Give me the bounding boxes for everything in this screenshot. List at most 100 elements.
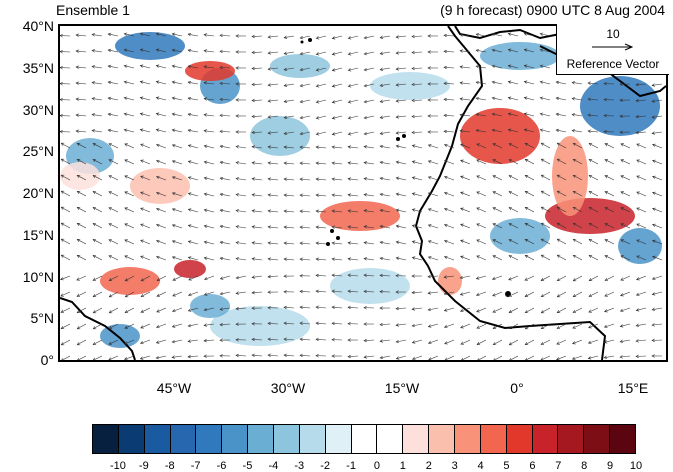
wind-vector [252, 100, 262, 101]
island [336, 236, 340, 240]
wind-vector [252, 68, 262, 69]
lon-tick-label: 45°W [157, 380, 191, 396]
colorbar-tick-label: -3 [294, 460, 304, 472]
lat-tick-label: 30°N [4, 102, 54, 118]
wind-vector [477, 356, 486, 360]
colorbar-tick-label: 10 [630, 460, 642, 472]
colorbar-tick-label: -9 [139, 460, 149, 472]
reference-vector-label: Reference Vector [557, 57, 669, 71]
colorbar-box [274, 425, 300, 453]
shaded-region [580, 76, 660, 136]
wind-vector [412, 68, 422, 69]
colorbar-box [584, 425, 610, 453]
wind-vector [316, 275, 326, 276]
wind-vector [509, 356, 518, 360]
colorbar-box [481, 425, 507, 453]
lat-tick-label: 25°N [4, 143, 54, 159]
reference-vector-box: 10 Reference Vector [556, 24, 669, 75]
colorbar-tick-label: -1 [346, 460, 356, 472]
wind-vector [252, 52, 262, 53]
colorbar-box [171, 425, 197, 453]
lon-tick-label: 15°W [385, 380, 419, 396]
reference-vector-value: 10 [557, 27, 669, 41]
colorbar-box [377, 425, 403, 453]
lon-tick-label: 15°E [618, 380, 649, 396]
plot-title-left: Ensemble 1 [56, 2, 130, 18]
shaded-region [438, 267, 462, 295]
wind-vector [412, 52, 422, 53]
wind-vector [412, 100, 422, 101]
island [396, 137, 400, 141]
wind-vector [364, 340, 374, 341]
lat-tick-label: 40°N [4, 18, 54, 34]
wind-vector [252, 116, 262, 117]
lat-tick-label: 35°N [4, 60, 54, 76]
wind-vector [444, 131, 454, 132]
shaded-region [270, 54, 330, 78]
wind-vector [300, 291, 310, 292]
colorbar-tick-label: 5 [503, 460, 509, 472]
lat-tick-label: 20°N [4, 185, 54, 201]
colorbar-box [145, 425, 171, 453]
island [330, 229, 334, 233]
colorbar-tick-label: -10 [110, 460, 126, 472]
shaded-region [100, 267, 160, 295]
wind-vector [61, 356, 70, 360]
lon-tick-label: 30°W [271, 380, 305, 396]
colorbar-box [558, 425, 584, 453]
island [301, 41, 304, 44]
wind-vector [444, 67, 454, 68]
plot-title-right: (9 h forecast) 0900 UTC 8 Aug 2004 [440, 2, 665, 18]
island [402, 134, 406, 138]
colorbar-tick-label: 6 [529, 460, 535, 472]
colorbar-box [119, 425, 145, 453]
wind-vector [444, 115, 454, 116]
colorbar-box [248, 425, 274, 453]
colorbar-box [507, 425, 533, 453]
wind-vector [380, 324, 390, 325]
wind-vector [428, 276, 438, 277]
colorbar-box [455, 425, 481, 453]
colorbar-tick-label: 4 [478, 460, 484, 472]
wind-vector [444, 35, 454, 36]
wind-vector [525, 356, 534, 360]
shaded-region [115, 32, 185, 60]
colorbar-box [93, 425, 119, 453]
colorbar-tick-label: 7 [555, 460, 561, 472]
colorbar-tick-label: 9 [607, 460, 613, 472]
colorbar-tick-label: -2 [320, 460, 330, 472]
wind-vector [284, 307, 294, 308]
lat-tick-label: 10°N [4, 269, 54, 285]
island [326, 242, 330, 246]
colorbar-box [196, 425, 222, 453]
colorbar [92, 424, 636, 454]
wind-vector [77, 356, 86, 360]
colorbar-box [403, 425, 429, 453]
colorbar-tick-label: 8 [581, 460, 587, 472]
wind-vector [412, 36, 422, 37]
colorbar-box [610, 425, 635, 453]
lat-tick-label: 0° [4, 352, 54, 368]
colorbar-box [326, 425, 352, 453]
colorbar-box [300, 425, 326, 453]
wind-vector [444, 51, 454, 52]
colorbar-tick-label: 2 [426, 460, 432, 472]
shaded-region [190, 294, 230, 318]
colorbar-tick-label: 1 [400, 460, 406, 472]
island [308, 38, 312, 42]
shaded-region [320, 201, 400, 231]
colorbar-tick-label: 0 [374, 460, 380, 472]
wind-vector [396, 308, 406, 309]
shaded-region [370, 72, 450, 100]
wind-vector [412, 292, 422, 293]
shaded-region [185, 61, 235, 81]
colorbar-box [429, 425, 455, 453]
shaded-region [618, 228, 662, 264]
shading-layer [60, 32, 662, 348]
wind-vector [444, 99, 454, 100]
lat-tick-label: 15°N [4, 227, 54, 243]
wind-vector [412, 116, 422, 117]
colorbar-tick-label: -7 [191, 460, 201, 472]
colorbar-box [222, 425, 248, 453]
colorbar-box [352, 425, 378, 453]
